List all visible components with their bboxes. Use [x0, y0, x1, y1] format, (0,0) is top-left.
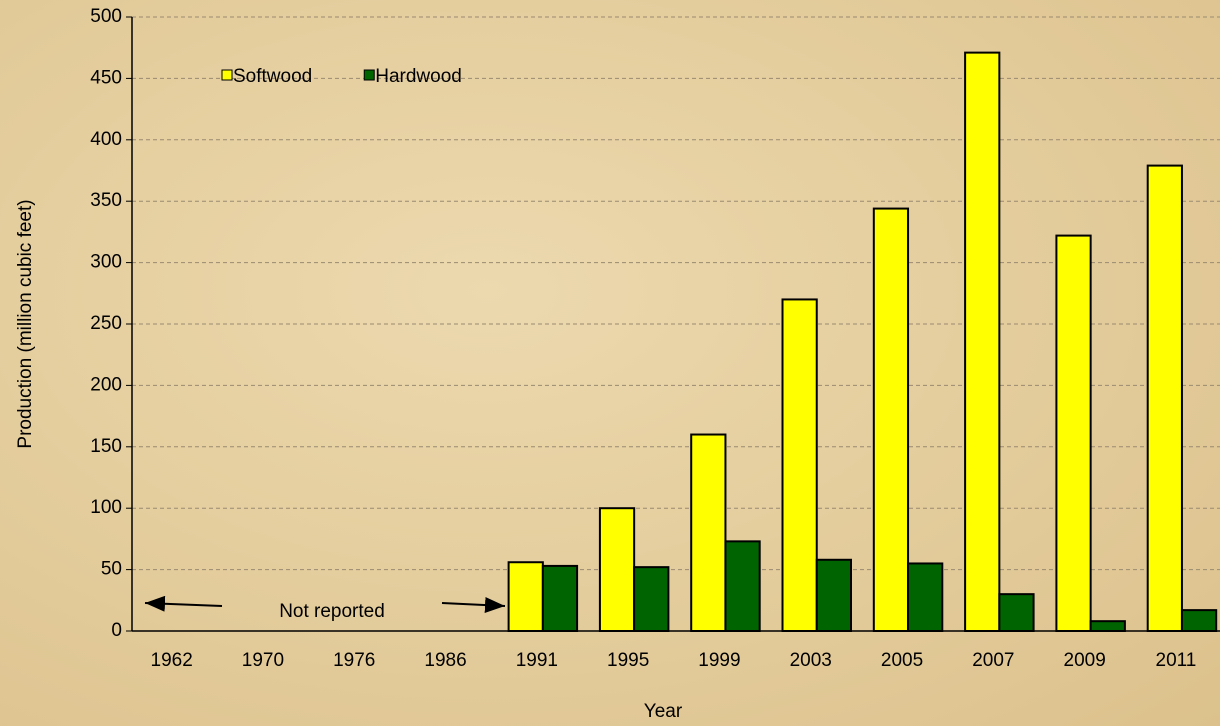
arrow [144, 595, 223, 612]
bar [998, 593, 1035, 632]
bar [690, 433, 727, 632]
y-tick-label: 400 [90, 129, 122, 150]
bar [507, 561, 544, 632]
x-tick-label: 2007 [972, 650, 1014, 671]
annotation: Not reported [279, 601, 385, 622]
bar [598, 507, 636, 633]
legend-label: Hardwood [375, 66, 462, 87]
x-axis-label: Year [644, 701, 683, 722]
y-tick-label: 50 [101, 559, 122, 580]
bar [964, 51, 1001, 632]
bar [633, 566, 670, 632]
x-tick-label: 1986 [424, 650, 466, 671]
bar [1089, 620, 1126, 633]
y-tick-label: 0 [111, 620, 122, 641]
y-axis-label: Production (million cubic feet) [15, 199, 36, 448]
x-tick-label: 2003 [790, 650, 832, 671]
x-tick-label: 2009 [1064, 650, 1106, 671]
legend-swatch [363, 69, 375, 81]
y-tick-label: 100 [90, 497, 122, 518]
y-tick-label: 500 [90, 6, 122, 27]
x-tick-label: 1976 [333, 650, 375, 671]
bar [781, 298, 818, 632]
x-tick-label: 1962 [151, 650, 193, 671]
legend-swatch [221, 69, 233, 81]
x-tick-label: 1970 [242, 650, 284, 671]
x-tick-label: 1995 [607, 650, 649, 671]
bar [872, 207, 910, 632]
x-tick-label: 2005 [881, 650, 923, 671]
arrow [441, 597, 506, 614]
y-tick-label: 350 [90, 190, 122, 211]
y-tick-label: 200 [90, 374, 122, 395]
bar [1146, 164, 1183, 632]
y-tick-label: 450 [90, 67, 122, 88]
bar [1055, 234, 1092, 632]
y-tick-label: 150 [90, 436, 122, 457]
y-tick-label: 250 [90, 313, 122, 334]
x-tick-label: 2011 [1156, 650, 1197, 671]
x-tick-label: 1991 [516, 650, 558, 671]
legend-label: Softwood [233, 66, 312, 87]
bar [724, 540, 761, 633]
bar [1180, 609, 1218, 633]
y-tick-label: 300 [90, 252, 122, 273]
bar [541, 564, 579, 633]
bar [815, 558, 852, 632]
x-tick-label: 1999 [698, 650, 740, 671]
bar [907, 562, 944, 633]
